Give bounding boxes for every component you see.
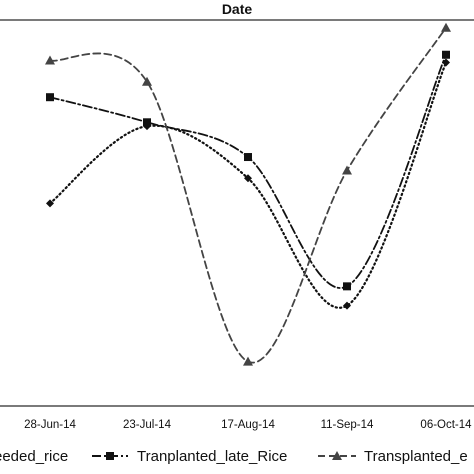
legend-entry-2: Tranplanted_late_Rice <box>137 448 287 465</box>
data-point-s2-2 <box>143 118 151 127</box>
legend-entry-1: eeded_rice <box>0 448 68 465</box>
x-tick-label: 28-Jun-14 <box>24 419 76 431</box>
data-point-s2-3 <box>244 153 252 162</box>
x-tick-label: 11-Sep-14 <box>321 419 374 431</box>
legend-swatch-marker-2 <box>106 452 114 460</box>
data-point-s3-4 <box>342 165 352 175</box>
series-line-1 <box>48 61 448 309</box>
data-point-s3-1 <box>45 55 55 65</box>
legend-entry-3: Transplanted_e <box>364 448 468 465</box>
data-point-s1-4 <box>343 301 351 310</box>
x-tick-label: 06-Oct-14 <box>420 419 472 431</box>
data-point-s2-4 <box>343 282 351 291</box>
x-axis-ticks: 28-Jun-14 23-Jul-14 17-Aug-14 11-Sep-14 06-O… <box>24 419 472 431</box>
x-tick-label: 17-Aug-14 <box>221 419 275 431</box>
legend: eeded_rice Tranplanted_late_Rice Transplan… <box>0 448 468 465</box>
data-point-s3-5 <box>441 22 451 32</box>
data-point-s3-2 <box>142 76 152 86</box>
plot-frame <box>0 19 474 407</box>
x-tick-label: 23-Jul-14 <box>123 419 172 431</box>
series-line-3 <box>49 26 447 364</box>
chart-title: Date <box>222 1 253 17</box>
series-layer <box>45 22 451 366</box>
data-point-s3-3 <box>243 356 253 366</box>
series-line-2 <box>49 53 447 289</box>
legend-swatch-marker-3 <box>332 451 342 460</box>
data-point-s1-1 <box>46 199 54 208</box>
data-point-s2-5 <box>442 50 450 59</box>
data-point-s1-3 <box>244 174 252 183</box>
data-point-s2-1 <box>46 93 54 102</box>
